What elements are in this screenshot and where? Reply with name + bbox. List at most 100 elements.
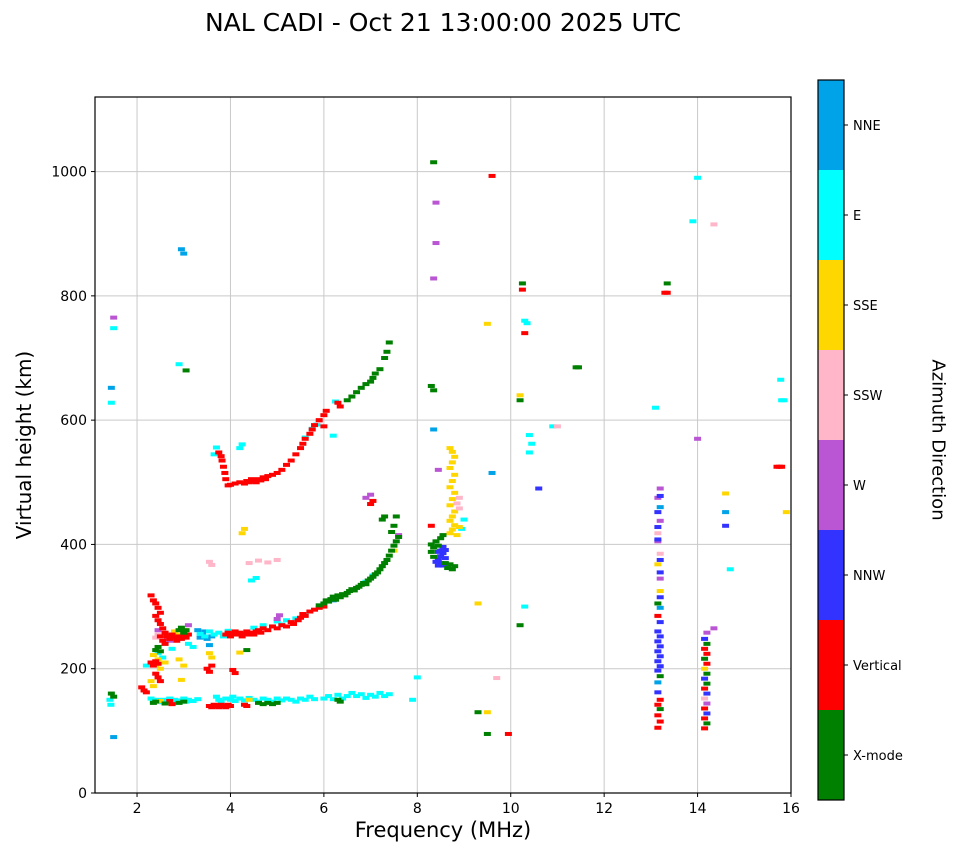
data-point-x-mode bbox=[367, 379, 375, 384]
colorbar-segment-e bbox=[818, 170, 844, 261]
y-tick-label: 800 bbox=[60, 289, 87, 305]
data-point-e bbox=[367, 692, 375, 697]
data-point-ssw bbox=[455, 506, 463, 511]
data-point-x-mode bbox=[254, 700, 262, 705]
data-point-ssw bbox=[701, 696, 709, 701]
data-point-vertical bbox=[149, 598, 157, 603]
data-point-vertical bbox=[243, 629, 251, 634]
data-point-x-mode bbox=[451, 564, 459, 569]
data-point-x-mode bbox=[388, 548, 396, 553]
data-point-nnw bbox=[656, 620, 664, 625]
data-point-vertical bbox=[703, 661, 711, 666]
data-point-x-mode bbox=[430, 160, 438, 165]
data-point-x-mode bbox=[161, 701, 169, 706]
data-point-vertical bbox=[161, 641, 169, 646]
data-point-e bbox=[215, 630, 223, 635]
data-point-x-mode bbox=[703, 721, 711, 726]
data-point-nne bbox=[205, 643, 213, 648]
data-point-vertical bbox=[336, 404, 344, 409]
data-point-vertical bbox=[219, 464, 227, 469]
data-point-sse bbox=[483, 710, 491, 715]
colorbar-segment-vertical bbox=[818, 620, 844, 711]
data-point-w bbox=[703, 630, 711, 635]
data-point-vertical bbox=[297, 446, 305, 451]
data-point-vertical bbox=[154, 605, 162, 610]
data-point-vertical bbox=[701, 686, 709, 691]
data-point-sse bbox=[446, 485, 454, 490]
data-point-x-mode bbox=[388, 530, 396, 534]
data-point-nnw bbox=[656, 644, 664, 649]
x-tick-label: 8 bbox=[413, 801, 422, 817]
data-point-e bbox=[694, 175, 702, 180]
data-point-vertical bbox=[226, 704, 234, 708]
data-point-w bbox=[430, 276, 438, 281]
data-point-x-mode bbox=[430, 554, 438, 559]
data-point-e bbox=[161, 697, 169, 702]
data-point-vertical bbox=[656, 719, 664, 724]
data-point-e bbox=[217, 699, 225, 704]
data-point-x-mode bbox=[378, 517, 386, 522]
data-point-x-mode bbox=[182, 628, 190, 633]
data-point-nne bbox=[722, 510, 730, 515]
data-point-vertical bbox=[184, 632, 192, 637]
data-point-sse bbox=[448, 460, 456, 465]
data-point-nnw bbox=[654, 537, 662, 542]
data-point-x-mode bbox=[430, 545, 438, 550]
data-point-nnw bbox=[656, 654, 664, 659]
data-point-x-mode bbox=[369, 375, 377, 380]
data-point-vertical bbox=[320, 413, 328, 418]
data-point-vertical bbox=[287, 458, 295, 463]
data-point-e bbox=[292, 699, 300, 704]
data-point-vertical bbox=[663, 290, 671, 295]
data-point-x-mode bbox=[656, 674, 664, 679]
data-point-e bbox=[460, 517, 468, 522]
data-point-x-mode bbox=[395, 534, 403, 539]
data-point-x-mode bbox=[430, 388, 438, 393]
data-point-nnw bbox=[437, 561, 445, 566]
data-point-vertical bbox=[240, 481, 248, 486]
data-point-nnw bbox=[441, 548, 449, 553]
data-point-e bbox=[287, 697, 295, 702]
data-point-vertical bbox=[261, 477, 269, 482]
x-tick-label: 12 bbox=[595, 801, 613, 817]
data-point-vertical bbox=[166, 699, 174, 704]
data-point-sse bbox=[446, 503, 454, 508]
data-point-e bbox=[194, 697, 202, 702]
data-point-nne bbox=[194, 628, 202, 633]
data-point-vertical bbox=[215, 450, 223, 455]
y-tick-label: 600 bbox=[60, 413, 87, 429]
data-point-x-mode bbox=[341, 593, 349, 598]
data-point-vertical bbox=[243, 704, 251, 708]
data-point-e bbox=[236, 696, 244, 701]
data-point-vertical bbox=[334, 400, 342, 405]
data-point-x-mode bbox=[656, 707, 664, 712]
colorbar-segment-w bbox=[818, 440, 844, 531]
data-point-x-mode bbox=[392, 514, 400, 519]
data-point-vertical bbox=[240, 631, 248, 636]
data-point-w bbox=[656, 486, 664, 491]
data-point-e bbox=[329, 697, 337, 702]
data-point-sse bbox=[446, 531, 454, 536]
colorbar-segment-nne bbox=[818, 80, 844, 171]
data-point-x-mode bbox=[357, 385, 365, 390]
data-point-e bbox=[229, 694, 237, 699]
data-point-vertical bbox=[156, 610, 164, 615]
data-point-e bbox=[528, 441, 536, 446]
data-point-x-mode bbox=[177, 625, 185, 630]
data-point-e bbox=[184, 641, 192, 646]
y-tick-label: 400 bbox=[60, 537, 87, 553]
data-point-e bbox=[250, 625, 258, 630]
y-tick-label: 1000 bbox=[51, 165, 87, 181]
data-point-x-mode bbox=[259, 702, 267, 707]
data-point-x-mode bbox=[325, 599, 333, 604]
data-point-vertical bbox=[778, 464, 786, 469]
colorbar-label-x-mode: X-mode bbox=[853, 749, 903, 764]
data-point-x-mode bbox=[110, 694, 118, 699]
data-point-vertical bbox=[156, 621, 164, 626]
data-point-nnw bbox=[439, 551, 447, 556]
data-point-vertical bbox=[504, 731, 512, 736]
data-point-vertical bbox=[236, 480, 244, 485]
data-point-vertical bbox=[159, 626, 167, 631]
data-point-vertical bbox=[163, 634, 171, 639]
